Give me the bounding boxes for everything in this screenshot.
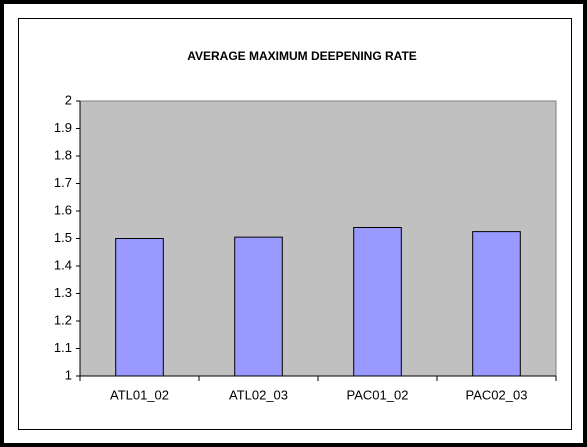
chart-title: AVERAGE MAXIMUM DEEPENING RATE — [187, 49, 417, 63]
x-tick-label: PAC02_03 — [466, 387, 528, 402]
y-tick-label: 1.5 — [54, 230, 72, 245]
y-tick-label: 1.4 — [54, 257, 72, 272]
y-tick-label: 1 — [65, 367, 72, 382]
bar — [353, 227, 402, 377]
x-tick-label: ATL01_02 — [110, 387, 169, 402]
y-tick-label: 1.9 — [54, 120, 72, 135]
bar — [234, 236, 283, 377]
y-tick-label: 1.2 — [54, 312, 72, 327]
bar — [472, 231, 521, 377]
y-tick-label: 1.3 — [54, 285, 72, 300]
y-tick-label: 1.1 — [54, 340, 72, 355]
y-tick-label: 2 — [65, 92, 72, 107]
y-tick-label: 1.7 — [54, 175, 72, 190]
y-tick-label: 1.6 — [54, 202, 72, 217]
x-tick-label: PAC01_02 — [347, 387, 409, 402]
x-tick-label: ATL02_03 — [229, 387, 288, 402]
bar — [115, 238, 164, 377]
y-tick-label: 1.8 — [54, 147, 72, 162]
